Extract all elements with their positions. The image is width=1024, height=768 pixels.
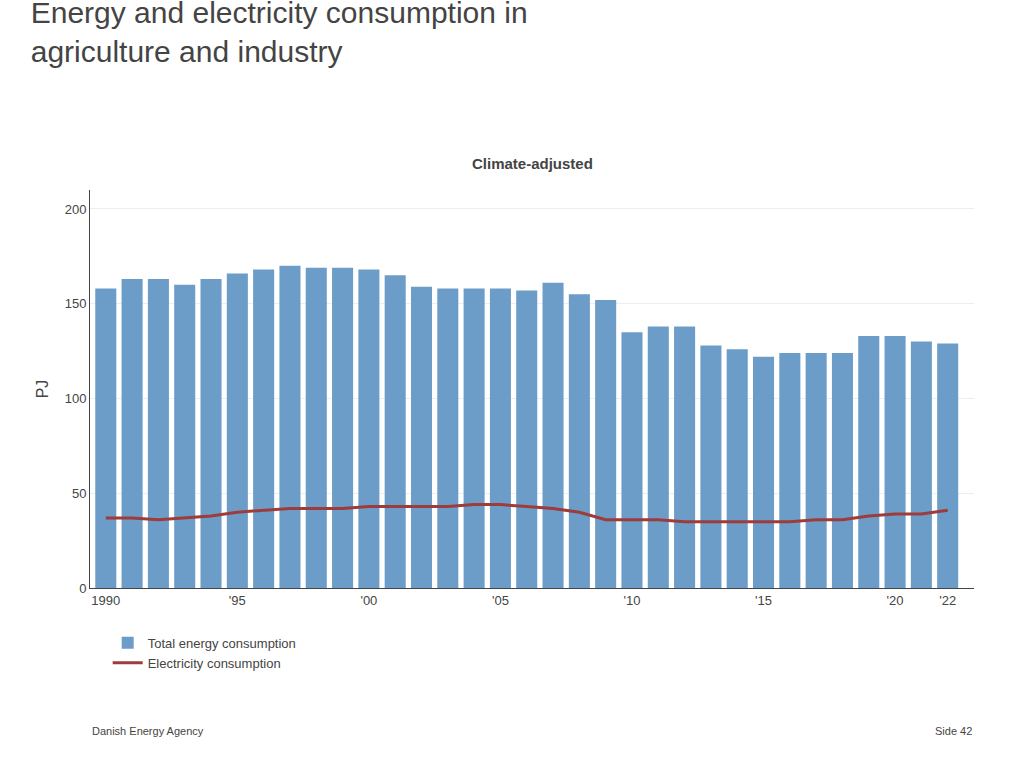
svg-text:Total energy consumption: Total energy consumption	[148, 636, 296, 651]
svg-text:Energy and electricity consump: Energy and electricity consumption inagr…	[31, 0, 528, 68]
svg-text:Electricity consumption: Electricity consumption	[148, 656, 281, 671]
svg-text:'22: '22	[939, 593, 956, 608]
svg-text:'05: '05	[492, 593, 509, 608]
svg-text:'20: '20	[887, 593, 904, 608]
svg-text:0: 0	[79, 581, 86, 596]
svg-text:'10: '10	[624, 593, 641, 608]
svg-text:1990: 1990	[91, 593, 120, 608]
svg-text:50: 50	[72, 486, 86, 501]
svg-text:Climate-adjusted: Climate-adjusted	[472, 155, 593, 172]
svg-text:100: 100	[65, 391, 87, 406]
svg-text:PJ: PJ	[34, 380, 51, 399]
svg-text:'15: '15	[755, 593, 772, 608]
svg-text:'95: '95	[229, 593, 246, 608]
svg-text:150: 150	[65, 296, 87, 311]
svg-text:'00: '00	[360, 593, 377, 608]
svg-text:Danish Energy Agency: Danish Energy Agency	[92, 725, 204, 737]
svg-text:200: 200	[65, 202, 87, 217]
svg-text:Side 42: Side 42	[935, 725, 972, 737]
